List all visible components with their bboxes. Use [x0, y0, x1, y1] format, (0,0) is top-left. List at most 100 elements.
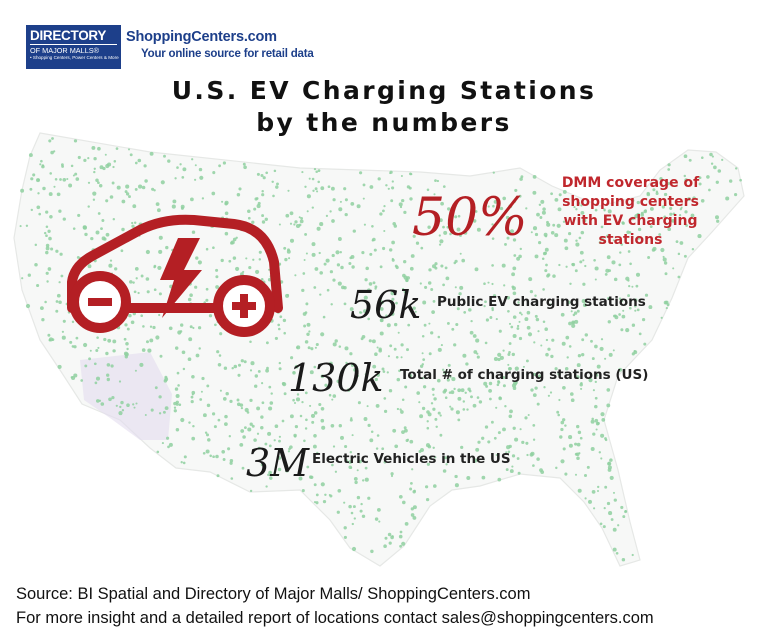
station-dot: [532, 438, 536, 441]
station-dot: [644, 293, 649, 297]
station-dot: [406, 348, 409, 352]
station-dot: [521, 440, 525, 445]
station-dot: [533, 372, 537, 376]
station-dot: [160, 180, 165, 185]
station-dot: [450, 390, 455, 395]
station-dot: [379, 318, 384, 323]
station-dot: [98, 184, 103, 188]
station-dot: [195, 353, 200, 358]
site-name[interactable]: ShoppingCenters.com: [126, 29, 277, 45]
station-dot: [578, 236, 582, 240]
station-dot: [40, 159, 43, 163]
station-dot: [508, 204, 513, 209]
station-dot: [512, 238, 517, 242]
station-dot: [189, 325, 193, 329]
station-dot: [403, 289, 408, 294]
station-dot: [306, 194, 311, 199]
station-dot: [464, 391, 467, 394]
station-dot: [120, 249, 124, 253]
station-dot: [332, 394, 337, 398]
site-tagline: Your online source for retail data: [141, 48, 314, 60]
station-dot: [25, 303, 31, 309]
station-dot: [180, 206, 184, 210]
station-dot: [337, 488, 342, 493]
contact-text[interactable]: For more insight and a detailed report o…: [16, 609, 654, 627]
station-dot: [268, 444, 272, 448]
station-dot: [526, 373, 529, 376]
station-dot: [314, 187, 318, 191]
station-dot: [140, 314, 143, 317]
station-dot: [139, 362, 144, 367]
station-dot: [158, 313, 161, 317]
station-dot: [621, 314, 626, 319]
station-dot: [238, 187, 242, 191]
station-dot: [667, 163, 671, 167]
station-dot: [442, 469, 447, 473]
station-dot: [425, 443, 431, 448]
station-dot: [505, 468, 509, 472]
station-dot: [190, 395, 194, 399]
station-dot: [508, 444, 512, 449]
station-dot: [338, 424, 342, 428]
station-dot: [381, 367, 385, 371]
station-dot: [564, 246, 569, 251]
station-dot: [164, 377, 169, 382]
station-dot: [508, 350, 511, 354]
station-dot: [359, 509, 363, 513]
station-dot: [149, 151, 154, 156]
station-dot: [457, 388, 462, 393]
station-dot: [382, 246, 386, 251]
station-dot: [307, 346, 311, 350]
station-dot: [574, 442, 578, 446]
station-dot: [406, 276, 410, 280]
station-dot: [197, 260, 202, 265]
station-dot: [476, 352, 479, 355]
station-dot: [466, 408, 469, 411]
station-dot: [182, 367, 186, 371]
station-dot: [288, 447, 291, 451]
station-dot: [315, 170, 318, 174]
station-dot: [131, 221, 134, 225]
station-dot: [237, 373, 241, 377]
station-dot: [560, 420, 565, 425]
station-dot: [618, 263, 622, 267]
station-dot: [311, 242, 316, 247]
station-dot: [348, 261, 352, 266]
station-dot: [329, 210, 332, 213]
station-dot: [241, 466, 245, 470]
station-dot: [90, 236, 94, 241]
directory-logo[interactable]: DIRECTORY OF MAJOR MALLS® • Shopping Cen…: [26, 25, 121, 69]
station-dot: [344, 198, 348, 202]
station-dot: [286, 249, 291, 254]
station-dot: [202, 413, 207, 418]
station-dot: [239, 403, 244, 407]
station-dot: [706, 175, 710, 179]
station-dot: [493, 200, 498, 204]
station-dot: [513, 254, 517, 257]
station-dot: [606, 403, 611, 408]
station-dot: [382, 209, 385, 213]
station-dot: [236, 398, 240, 402]
station-dot: [636, 308, 640, 312]
station-dot: [395, 355, 399, 359]
station-dot: [575, 375, 580, 379]
station-dot: [405, 438, 409, 443]
station-dot: [454, 215, 458, 219]
station-dot: [68, 183, 73, 188]
station-dot: [261, 214, 265, 218]
station-dot: [127, 148, 131, 151]
station-dot: [399, 530, 403, 534]
station-dot: [514, 437, 519, 442]
station-dot: [113, 160, 117, 163]
station-dot: [472, 403, 477, 408]
station-dot: [260, 415, 264, 419]
station-dot: [376, 346, 379, 349]
station-dot: [493, 436, 497, 440]
station-dot: [72, 227, 76, 230]
stat-coverage-value: 50%: [412, 188, 528, 248]
station-dot: [505, 451, 508, 454]
station-dot: [715, 180, 719, 184]
station-dot: [336, 379, 340, 383]
station-dot: [278, 223, 281, 226]
station-dot: [141, 348, 146, 352]
